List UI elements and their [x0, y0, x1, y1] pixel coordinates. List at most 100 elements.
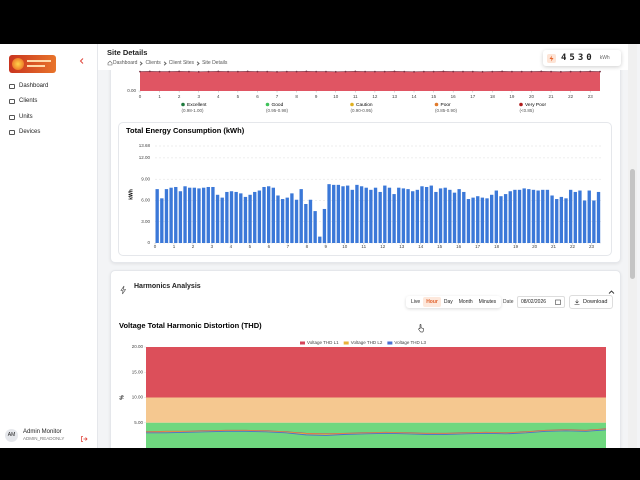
point	[236, 70, 239, 73]
mode-button[interactable]: Month	[458, 299, 473, 305]
x-tick-label: 14	[412, 94, 418, 99]
mode-button[interactable]: Minutes	[478, 299, 497, 305]
legend-label: Poor	[441, 102, 452, 108]
legend-swatch	[434, 102, 439, 107]
point	[188, 70, 190, 73]
nav-icon	[9, 98, 15, 104]
point	[178, 70, 181, 73]
threshold-band	[146, 347, 606, 398]
meter-icon	[547, 53, 556, 63]
bar	[271, 187, 275, 243]
line	[145, 428, 607, 435]
breadcrumb-item[interactable]: Client Sites	[161, 60, 194, 66]
legend-swatch	[265, 102, 270, 107]
bar	[480, 197, 485, 243]
x-tick-label: 19	[513, 244, 519, 249]
breadcrumb-item[interactable]: Clients	[137, 60, 160, 66]
collapse-icon	[79, 58, 84, 64]
page-title: Site Details	[107, 48, 148, 57]
point	[354, 70, 357, 73]
bar	[531, 189, 536, 243]
x-tick-label: 16	[451, 94, 457, 99]
meter-unit: kWh	[599, 55, 610, 61]
x-tick-label: 3	[211, 244, 214, 249]
nav-item[interactable]: Units	[9, 114, 33, 120]
logout-button[interactable]	[80, 430, 88, 442]
bar	[313, 211, 317, 243]
legend-swatch	[181, 102, 185, 107]
point	[491, 70, 494, 73]
download-button[interactable]: Download	[569, 295, 613, 309]
download-label: Download	[583, 299, 608, 305]
x-tick-label: 1	[173, 244, 176, 249]
nav-item[interactable]: Clients	[9, 98, 37, 104]
bar	[355, 184, 359, 243]
bar	[513, 189, 517, 243]
nav-label: Dashboard	[19, 83, 49, 89]
bar	[452, 192, 457, 243]
bar	[322, 208, 327, 243]
x-tick-label: 11	[361, 244, 366, 249]
breadcrumb-item[interactable]: Dashboard	[107, 60, 137, 66]
bar	[490, 194, 494, 243]
mode-button[interactable]: Day	[443, 299, 453, 305]
x-tick-label: 9	[315, 94, 318, 99]
date-input[interactable]: 08/02/2026	[517, 296, 565, 308]
bar	[573, 191, 577, 243]
breadcrumb-label: Site Details	[202, 60, 228, 66]
bar	[383, 185, 387, 243]
bar	[220, 197, 224, 243]
x-tick-label: 15	[431, 94, 437, 99]
legend-label: Voltage THD L1	[307, 340, 339, 345]
x-tick-label: 21	[549, 94, 555, 99]
y-tick-label: 20.00	[132, 344, 144, 349]
bar	[345, 185, 350, 243]
nav-icon	[9, 114, 15, 120]
legend-range: (0.95-0.98)	[266, 108, 289, 113]
cursor	[418, 320, 424, 333]
bar	[211, 186, 215, 243]
logo	[9, 55, 56, 73]
point	[589, 70, 592, 73]
legend-label: Voltage THD L3	[394, 340, 426, 345]
collapse-section-button[interactable]	[607, 283, 616, 294]
legend-label: Good	[272, 102, 284, 108]
home-icon	[107, 60, 113, 66]
legend-label: Very Poor	[525, 102, 546, 108]
bar	[243, 196, 248, 243]
y-tick-label: 15.00	[132, 369, 144, 374]
x-tick-label: 23	[588, 94, 594, 99]
nav-item[interactable]: Dashboard	[9, 83, 48, 89]
y-tick-label: 6.00	[141, 198, 150, 203]
user-role: ADMIN_READONLY	[23, 436, 65, 441]
bar	[476, 196, 480, 243]
x-tick-label: 17	[475, 244, 481, 249]
x-tick-label: 20	[529, 94, 535, 99]
user-name: Admin Monitor	[23, 429, 62, 435]
x-tick-label: 19	[509, 94, 515, 99]
point	[168, 70, 171, 73]
bar	[559, 196, 564, 243]
x-tick-label: 10	[333, 94, 339, 99]
x-tick-label: 23	[589, 244, 595, 249]
nav-label: Clients	[19, 98, 38, 104]
x-tick-label: 22	[568, 94, 574, 99]
chart-title: Total Energy Consumption (kWh)	[126, 126, 245, 135]
nav-item[interactable]: Devices	[9, 129, 40, 135]
legend-range: (0.85-0.90)	[435, 108, 458, 113]
legend-swatch	[343, 341, 349, 345]
chart-title: Voltage Total Harmonic Distortion (THD)	[119, 321, 262, 330]
collapse-button[interactable]	[78, 57, 86, 65]
breadcrumb-label: Clients	[145, 60, 161, 66]
bar	[285, 197, 289, 243]
mode-button[interactable]: Hour	[423, 297, 441, 307]
bar	[332, 184, 336, 243]
point	[266, 70, 269, 73]
mode-button[interactable]: Live	[411, 299, 421, 305]
bar	[494, 190, 498, 243]
y-tick-label: 10.00	[132, 395, 144, 400]
nav-label: Units	[19, 114, 33, 120]
bar	[267, 186, 271, 243]
bar	[457, 189, 461, 243]
threshold-band	[146, 397, 606, 423]
